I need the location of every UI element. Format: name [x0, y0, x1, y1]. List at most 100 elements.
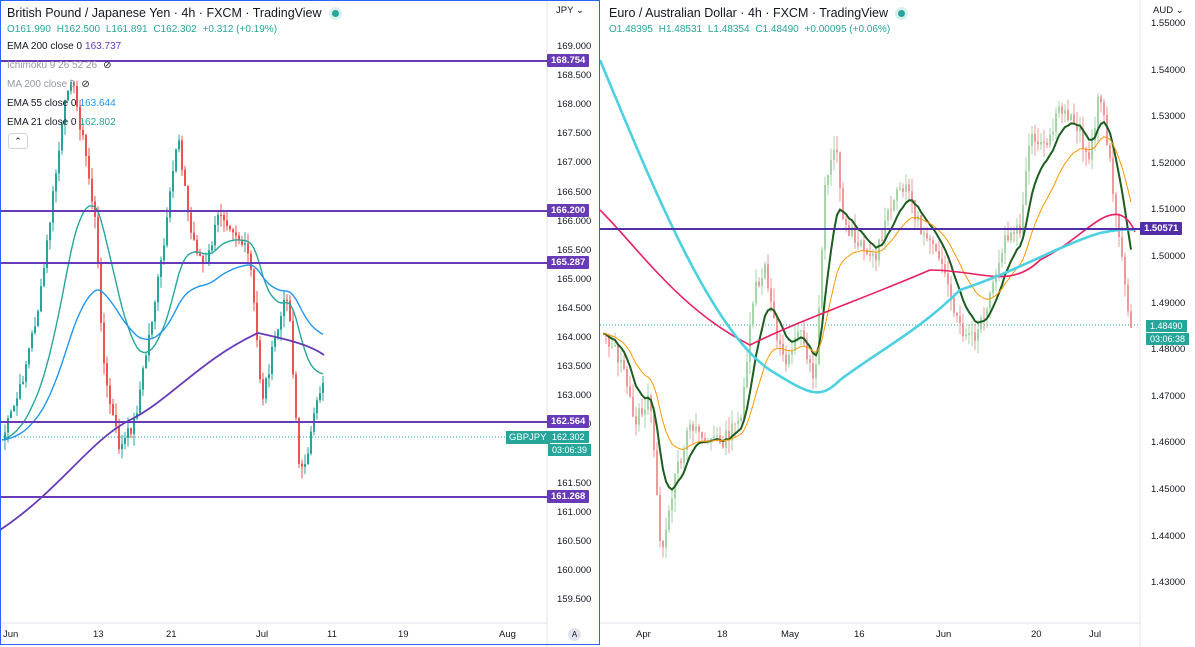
euraud-chart-canvas[interactable] — [600, 0, 1195, 647]
price-tick-label: 165.500 — [557, 244, 592, 256]
indicator-ma200-legend[interactable]: MA 200 close 0 ⊘ — [7, 79, 90, 90]
candle-up — [160, 260, 162, 277]
indicator-ema55-legend[interactable]: EMA 55 close 0 163.644 — [7, 98, 116, 109]
candle-down — [100, 263, 102, 323]
auto-scale-button[interactable]: A — [568, 628, 581, 641]
gbpjpy-chart-canvas[interactable] — [0, 0, 600, 647]
candle-up — [40, 286, 42, 312]
candle-down — [848, 224, 850, 237]
time-tick-label: 18 — [717, 629, 728, 640]
indicator-ema21-legend[interactable]: EMA 21 close 0 162.802 — [7, 117, 116, 128]
last-price-label: 162.302 — [548, 431, 589, 443]
candle-down — [130, 428, 132, 434]
candle-down — [1118, 214, 1120, 237]
candle-up — [647, 395, 649, 410]
candle-up — [1097, 96, 1099, 128]
price-tick-label: 168.000 — [557, 99, 592, 111]
candle-down — [1061, 106, 1063, 114]
gbpjpy-chart-panel[interactable]: British Pound / Japanese Yen · 4h · FXCM… — [0, 0, 600, 647]
euraud-chart-panel[interactable]: Euro / Australian Dollar · 4h · FXCM · T… — [600, 0, 1195, 647]
ohlc-readout: O1.48395 H1.48531 L1.48354 C1.48490 +0.0… — [609, 24, 893, 35]
time-tick-label: Aug — [499, 629, 516, 640]
eye-off-icon[interactable]: ⊘ — [103, 60, 112, 71]
candle-up — [995, 273, 997, 283]
indicator-ema200-legend[interactable]: EMA 200 close 0 163.737 — [7, 41, 122, 52]
candle-up — [677, 461, 679, 474]
open-value: O1.48395 — [609, 24, 653, 35]
candle-down — [85, 134, 87, 156]
candle-down — [223, 215, 225, 221]
low-value: L1.48354 — [707, 24, 750, 35]
candle-up — [151, 321, 153, 335]
currency-selector[interactable]: AUD ⌄ — [1153, 5, 1184, 16]
candle-down — [94, 201, 96, 217]
chevron-up-icon: ⌃ — [14, 136, 22, 146]
candle-up — [265, 378, 267, 399]
candle-down — [229, 225, 231, 230]
currency-selector[interactable]: JPY ⌄ — [556, 5, 584, 16]
candle-up — [1064, 110, 1066, 114]
ema21-line — [602, 136, 1132, 450]
candle-up — [878, 239, 880, 261]
candle-up — [905, 184, 907, 192]
candle-up — [178, 140, 180, 150]
candle-down — [926, 233, 928, 239]
candle-down — [767, 263, 769, 289]
candle-down — [1037, 141, 1039, 145]
candle-down — [88, 155, 90, 179]
candle-up — [127, 428, 129, 438]
candle-down — [959, 315, 961, 324]
price-tick-label: 160.500 — [557, 535, 592, 547]
time-tick-label: 11 — [327, 629, 337, 640]
candle-up — [992, 282, 994, 294]
candle-down — [779, 340, 781, 345]
ema9-line — [602, 120, 1132, 491]
candle-down — [109, 385, 111, 404]
candle-down — [941, 258, 943, 265]
candle-up — [7, 417, 9, 433]
candle-up — [310, 431, 312, 454]
candle-up — [1001, 253, 1003, 263]
candle-down — [190, 212, 192, 233]
price-tick-label: 1.53000 — [1151, 111, 1186, 123]
candle-down — [226, 220, 228, 226]
candle-down — [929, 238, 931, 241]
candle-down — [920, 215, 922, 235]
collapse-legend-button[interactable]: ⌃ — [8, 133, 28, 149]
eye-off-icon[interactable]: ⊘ — [81, 79, 90, 90]
time-tick-label: Jul — [256, 629, 269, 640]
candle-down — [187, 185, 189, 213]
candle-up — [1052, 131, 1054, 135]
candle-down — [881, 239, 883, 241]
candle-down — [836, 149, 838, 153]
candle-down — [1043, 141, 1045, 143]
candle-down — [256, 302, 258, 341]
candle-down — [875, 253, 877, 261]
candle-up — [217, 214, 219, 225]
candle-up — [716, 435, 718, 437]
indicator-ichimoku-legend[interactable]: Ichimoku 9 26 52 26 ⊘ — [7, 60, 112, 71]
candles — [605, 93, 1132, 559]
chevron-down-icon: ⌄ — [575, 5, 584, 16]
candle-down — [115, 414, 117, 427]
level-price-tag: 166.200 — [547, 204, 590, 217]
candle-down — [854, 226, 856, 243]
price-tick-label: 164.000 — [557, 332, 592, 343]
level-price-tag: 161.268 — [547, 490, 590, 503]
candle-up — [175, 149, 177, 172]
candle-down — [770, 288, 772, 302]
candle-up — [1070, 114, 1072, 121]
candle-up — [695, 426, 697, 431]
candle-down — [196, 239, 198, 254]
candle-up — [280, 316, 282, 330]
candle-up — [148, 334, 150, 356]
candle-up — [686, 430, 688, 451]
candle-down — [911, 191, 913, 200]
candle-up — [58, 150, 60, 174]
candle-up — [307, 453, 309, 465]
time-tick-label: 20 — [1031, 629, 1042, 640]
candle-up — [638, 408, 640, 425]
candle-up — [872, 253, 874, 256]
candle-down — [1073, 114, 1075, 125]
price-tick-label: 1.44000 — [1151, 530, 1186, 542]
